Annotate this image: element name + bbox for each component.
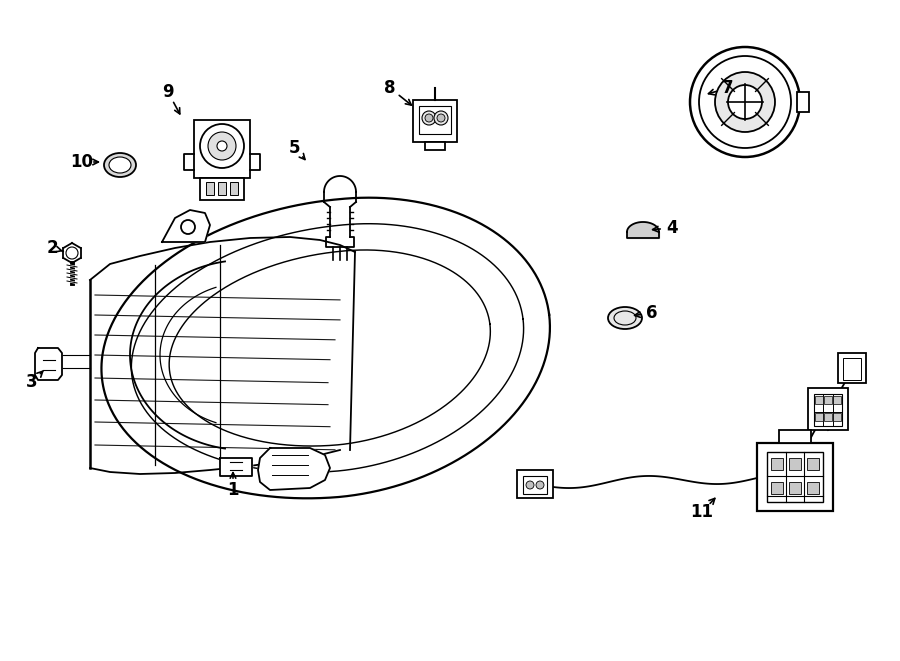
Bar [230,182,238,195]
Bar [808,388,848,430]
Polygon shape [220,458,252,476]
Circle shape [536,481,544,489]
Bar [413,100,457,142]
Text: 4: 4 [666,219,678,237]
Bar [838,353,866,383]
Circle shape [526,481,534,489]
Circle shape [699,56,791,148]
Polygon shape [627,222,659,232]
Text: 8: 8 [384,79,396,97]
Text: 11: 11 [690,503,714,521]
Bar [194,120,250,178]
Bar [807,458,819,470]
Text: 9: 9 [162,83,174,101]
Text: 6: 6 [646,304,658,322]
Bar [789,482,801,494]
Circle shape [728,85,762,119]
Circle shape [690,47,800,157]
Text: 10: 10 [70,153,94,171]
Circle shape [715,72,775,132]
Bar [771,458,783,470]
Bar [218,182,226,195]
Bar [814,394,842,426]
Bar [779,430,811,443]
Bar [807,482,819,494]
Circle shape [425,114,433,122]
Bar [815,413,823,421]
Text: 7: 7 [722,79,734,97]
Circle shape [437,114,445,122]
Circle shape [434,111,448,125]
Bar [815,396,823,404]
Bar [523,476,547,494]
Polygon shape [627,232,659,238]
Bar [843,358,861,380]
Text: 2: 2 [46,239,58,257]
Bar [824,396,832,404]
Polygon shape [35,348,62,380]
Circle shape [208,132,236,160]
Bar [200,178,244,200]
Bar [206,182,214,195]
Polygon shape [102,198,550,498]
Bar [771,482,783,494]
Text: 3: 3 [26,373,38,391]
Bar [789,458,801,470]
Bar [833,396,841,404]
Bar [517,470,553,498]
Bar [767,452,823,502]
Polygon shape [162,210,210,242]
Bar [757,443,833,511]
Bar [419,106,451,134]
Bar [797,92,809,112]
Bar [824,413,832,421]
Text: 1: 1 [227,481,239,499]
Polygon shape [258,448,330,490]
Circle shape [217,141,227,151]
Ellipse shape [608,307,642,329]
Circle shape [422,111,436,125]
Text: 5: 5 [289,139,301,157]
Circle shape [200,124,244,168]
Ellipse shape [104,153,136,177]
Bar [425,142,445,150]
Ellipse shape [109,157,131,173]
Bar [833,413,841,421]
Circle shape [181,220,195,234]
